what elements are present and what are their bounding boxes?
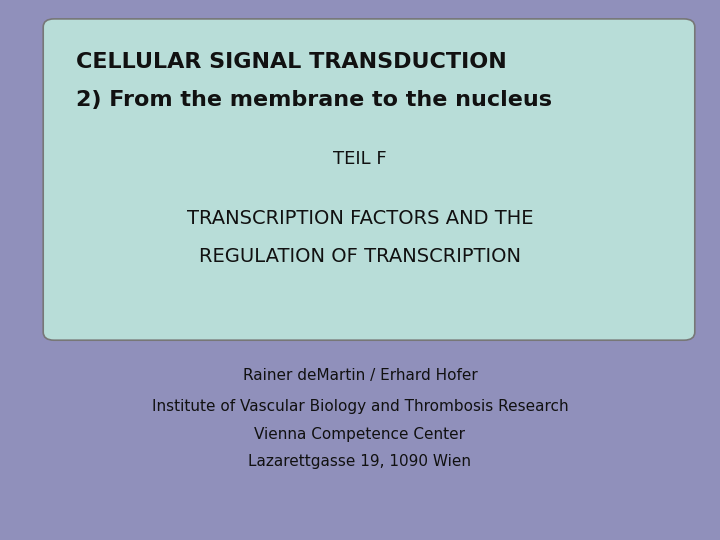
Text: TRANSCRIPTION FACTORS AND THE: TRANSCRIPTION FACTORS AND THE [186,209,534,228]
Text: Vienna Competence Center: Vienna Competence Center [254,427,466,442]
Text: Lazarettgasse 19, 1090 Wien: Lazarettgasse 19, 1090 Wien [248,454,472,469]
Text: REGULATION OF TRANSCRIPTION: REGULATION OF TRANSCRIPTION [199,247,521,266]
Text: TEIL F: TEIL F [333,150,387,168]
FancyBboxPatch shape [43,19,695,340]
Text: Institute of Vascular Biology and Thrombosis Research: Institute of Vascular Biology and Thromb… [152,399,568,414]
Text: 2) From the membrane to the nucleus: 2) From the membrane to the nucleus [76,90,552,110]
Text: CELLULAR SIGNAL TRANSDUCTION: CELLULAR SIGNAL TRANSDUCTION [76,52,506,72]
Text: Rainer de​Martin / Erhard Hofer: Rainer de​Martin / Erhard Hofer [243,368,477,383]
